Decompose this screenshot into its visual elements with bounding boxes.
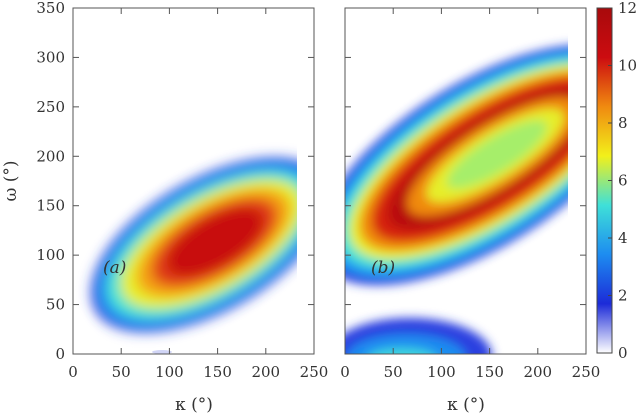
panel-b-frame [344,7,587,355]
panel-b-lower-lobe-inner [370,348,434,354]
panel-b-label: (b) [371,258,395,278]
panel-b-x-tick-label: 250 [572,363,601,381]
panel-a-y-tick-label: 350 [36,0,65,17]
colorbar-tick-label: 10 [618,57,637,75]
panel-a-x-tick-label: 50 [112,363,131,381]
panel-a-x-tick-label: 100 [155,363,184,381]
colorbar-tick-label: 8 [618,114,628,132]
panel-a-y-tick-label: 100 [36,246,65,264]
panel-a-minor-region [152,350,172,354]
colorbar-tick-label: 2 [618,287,628,305]
y-axis-title: ω (°) [1,160,21,201]
panel-b-lower-lobe-outer [345,318,492,354]
panel-a-y-tick-label: 50 [46,296,65,314]
panel-b-lower-lobe-mid [346,334,466,354]
panel-a-mask-right [297,8,314,354]
panel-a-ticks: 0 50 100 150 200 250 0 50 100 150 200 250 300 350 [36,0,328,381]
panel-a-x-tick-label: 150 [203,363,232,381]
panel-b-x-tick-label: 50 [384,363,403,381]
colorbar-tick-label: 6 [618,172,628,190]
panel-a-y-tick-label: 150 [36,197,65,215]
panel-b-x-tick-label: 100 [427,363,456,381]
panel-b-mask-right [568,8,586,354]
panel-a-y-tick-label: 200 [36,147,65,165]
panel-a-y-tick-label: 250 [36,98,65,116]
panel-a-y-tick-label: 0 [55,345,65,363]
panel-b-heatmap [345,8,586,354]
panel-b-x-tick-label: 0 [340,363,350,381]
panel-a-level-7 [166,207,264,277]
panel-b-x-tick-label: 150 [475,363,504,381]
panel-a-label: (a) [103,258,126,278]
panel-a-x-tick-label: 0 [68,363,78,381]
panel-b-valley-inner [446,120,547,189]
colorbar-ticks: 0 2 4 6 8 10 12 [608,0,637,362]
panel-a-y-tick-label: 300 [36,48,65,66]
panel-b-x-tick-label: 200 [523,363,552,381]
panel-b-x-axis-title: κ (°) [447,395,485,415]
colorbar-tick-label: 4 [618,229,628,247]
panel-a-x-tick-label: 200 [251,363,280,381]
colorbar-tick-label: 0 [618,344,628,362]
colorbar-tick-label: 12 [618,0,637,17]
panel-b-ticks: 0 50 100 150 200 250 [340,7,601,381]
panel-a-frame [72,7,315,355]
panel-a-heatmap [91,8,314,354]
panel-a-x-tick-label: 250 [300,363,329,381]
panel-a-x-axis-title: κ (°) [175,395,213,415]
